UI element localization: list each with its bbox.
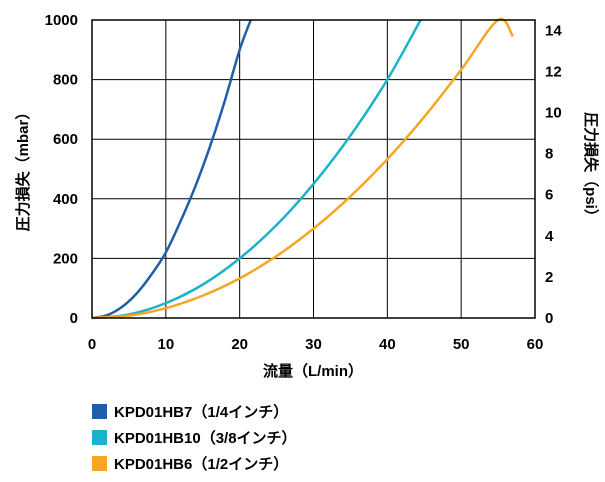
x-axis-title: 流量（L/min） (263, 362, 363, 380)
x-tick-label: 30 (305, 336, 322, 353)
y-tick-label: 1000 (45, 12, 78, 29)
legend-swatch (92, 430, 107, 445)
legend-label: KPD01HB10（3/8インチ） (114, 429, 297, 447)
y-tick-label: 600 (53, 131, 78, 148)
y2-tick-label: 14 (545, 22, 562, 39)
series-lines (91, 17, 514, 320)
legend-label: KPD01HB7（1/4インチ） (114, 403, 288, 421)
x-tick-label: 60 (527, 336, 544, 353)
y2-tick-label: 6 (545, 187, 553, 204)
x-tick-label: 40 (379, 336, 396, 353)
plot-frame (91, 19, 536, 319)
x-tick-label: 50 (453, 336, 470, 353)
x-tick-label: 0 (88, 336, 96, 353)
y2-tick-label: 2 (545, 269, 553, 286)
x-tick-label: 20 (231, 336, 248, 353)
y-axis-title: 圧力損失（mbar） (14, 105, 32, 232)
y2-tick-label: 10 (545, 104, 562, 121)
legend-label: KPD01HB6（1/2インチ） (114, 455, 288, 473)
grid (91, 19, 536, 319)
series-line-1 (91, 19, 252, 320)
y2-axis-title: 圧力損失（psi） (582, 112, 600, 224)
legend-swatch (92, 404, 107, 419)
y-tick-label: 800 (53, 72, 78, 89)
tick-labels: 0 10 20 30 40 50 60020040060080010000246810121… (45, 12, 563, 353)
legend: KPD01HB7（1/4インチ） KPD01HB10（3/8インチ） KPD01HB… (92, 403, 297, 473)
legend-swatch (92, 456, 107, 471)
series-line-2 (91, 19, 422, 320)
y-tick-label: 0 (70, 310, 78, 327)
y2-tick-label: 4 (545, 228, 554, 245)
series-line-3 (91, 17, 514, 320)
y2-tick-label: 12 (545, 63, 562, 80)
y-tick-label: 200 (53, 250, 78, 267)
y2-tick-label: 0 (545, 310, 553, 327)
y2-tick-label: 8 (545, 146, 553, 163)
y-tick-label: 400 (53, 191, 78, 208)
x-tick-label: 10 (157, 336, 174, 353)
